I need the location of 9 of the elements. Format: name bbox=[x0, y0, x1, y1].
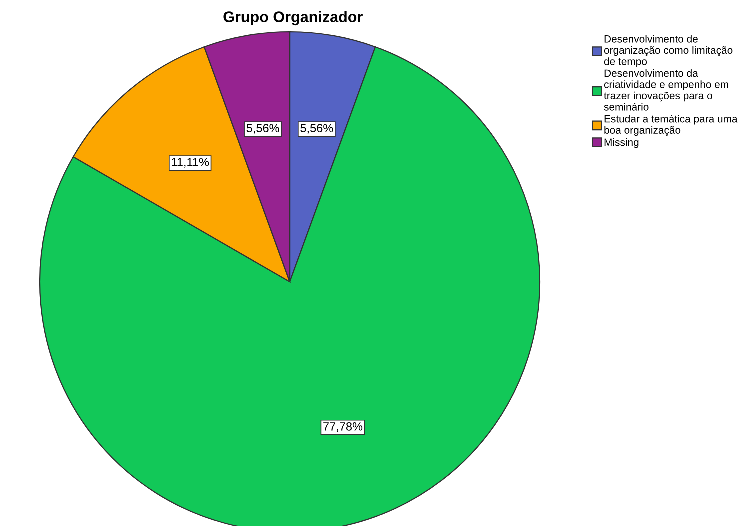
legend-label: Estudar a temática para uma boa organização bbox=[604, 114, 738, 136]
legend-label: Desenvolvimento da criatividade e empenho em trazer inovações para o seminário bbox=[604, 69, 728, 111]
legend-label: Missing bbox=[604, 138, 639, 148]
data-label: 11,11% bbox=[172, 158, 210, 168]
data-label: 77,78% bbox=[324, 422, 363, 432]
data-label: 5,56% bbox=[246, 124, 280, 134]
chart-title: Grupo Organizador bbox=[224, 11, 363, 26]
legend-label: Desenvolvimento de organização como limitação de tempo bbox=[604, 35, 733, 68]
data-label: 5,56% bbox=[300, 124, 334, 134]
